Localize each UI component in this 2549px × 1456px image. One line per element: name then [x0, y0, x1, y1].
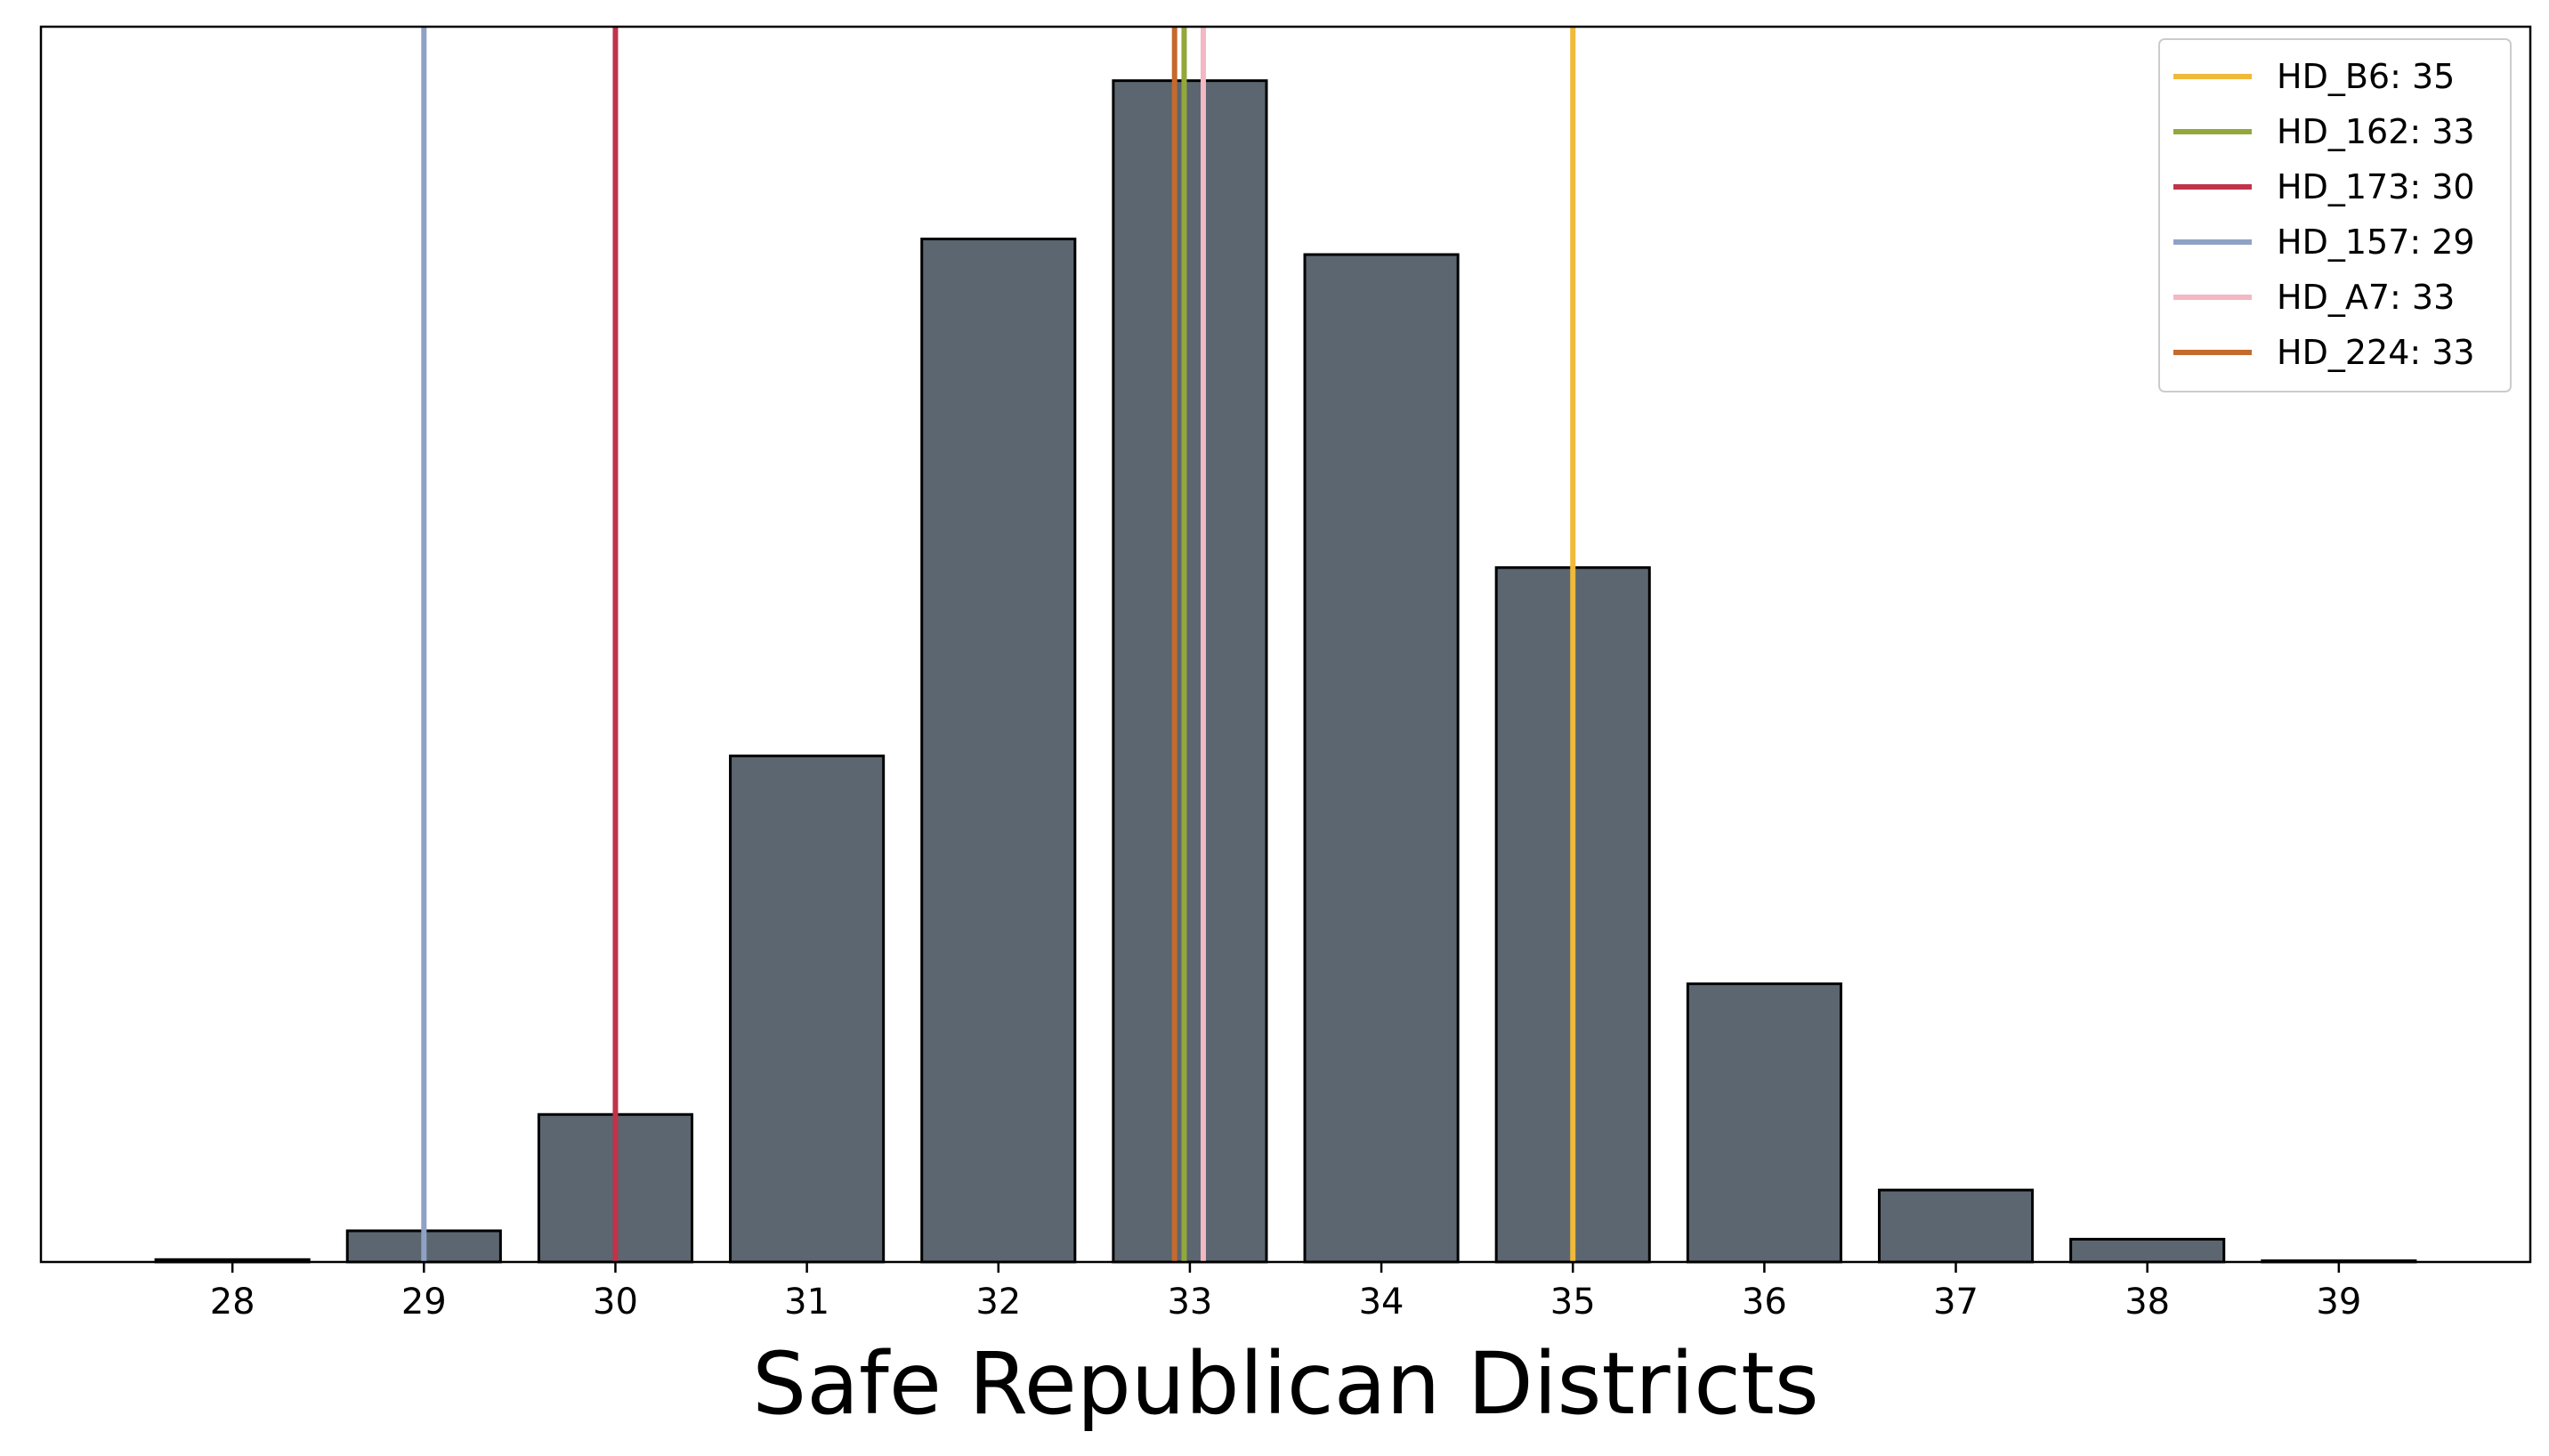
x-tick-label-34: 34 [1359, 1282, 1404, 1323]
legend-label-5: HD_224: 33 [2277, 333, 2475, 372]
bar-31 [729, 754, 886, 1264]
x-axis-ticks: 28 29 30 31 32 33 34 35 36 37 38 39 [210, 1262, 2361, 1323]
bar-34 [1303, 253, 1460, 1264]
x-tick-label-36: 36 [1742, 1282, 1787, 1323]
x-tick-label-37: 37 [1933, 1282, 1979, 1323]
legend-label-0: HD_B6: 35 [2277, 57, 2455, 96]
x-tick-label-29: 29 [401, 1282, 447, 1323]
bar-33 [1112, 79, 1268, 1264]
x-tick-label-33: 33 [1167, 1282, 1212, 1323]
x-tick-label-35: 35 [1550, 1282, 1596, 1323]
x-tick-label-32: 32 [975, 1282, 1021, 1323]
bar-37 [1877, 1188, 2035, 1264]
legend-label-2: HD_173: 30 [2277, 167, 2475, 206]
legend-label-4: HD_A7: 33 [2277, 278, 2455, 317]
legend-label-3: HD_157: 29 [2277, 222, 2475, 262]
x-tick-label-28: 28 [210, 1282, 255, 1323]
x-tick-label-30: 30 [593, 1282, 638, 1323]
bar-32 [920, 238, 1077, 1264]
plot-frame [39, 25, 2532, 1264]
legend-label-1: HD_162: 33 [2277, 112, 2475, 151]
x-tick-label-38: 38 [2124, 1282, 2170, 1323]
reference-lines-group [421, 27, 1576, 1262]
x-axis-label: Safe Republican Districts [752, 1334, 1818, 1434]
x-tick-label-39: 39 [2316, 1282, 2361, 1323]
x-tick-label-31: 31 [784, 1282, 829, 1323]
bars-group [154, 79, 2417, 1264]
bar-36 [1686, 982, 1842, 1264]
legend: HD_B6: 35 HD_162: 33 HD_173: 30 HD_157: 29 H… [2158, 38, 2512, 392]
bar-38 [2069, 1237, 2226, 1264]
legend-box [2158, 38, 2512, 392]
